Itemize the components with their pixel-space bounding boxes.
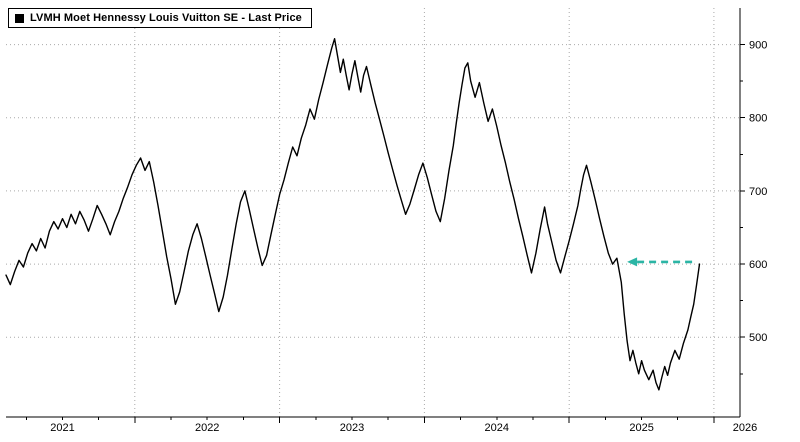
svg-text:900: 900: [749, 40, 767, 52]
legend-label: LVMH Moet Hennessy Louis Vuitton SE - La…: [30, 12, 302, 24]
svg-text:700: 700: [749, 186, 767, 198]
legend-box: LVMH Moet Hennessy Louis Vuitton SE - La…: [8, 8, 312, 28]
svg-text:600: 600: [749, 259, 767, 271]
svg-text:2024: 2024: [485, 422, 509, 434]
svg-text:2026: 2026: [733, 422, 757, 434]
svg-text:2025: 2025: [629, 422, 653, 434]
svg-text:2022: 2022: [195, 422, 219, 434]
svg-text:800: 800: [749, 113, 767, 125]
svg-text:2021: 2021: [50, 422, 74, 434]
svg-text:500: 500: [749, 332, 767, 344]
svg-text:2023: 2023: [340, 422, 364, 434]
legend-series-swatch: [15, 13, 24, 23]
